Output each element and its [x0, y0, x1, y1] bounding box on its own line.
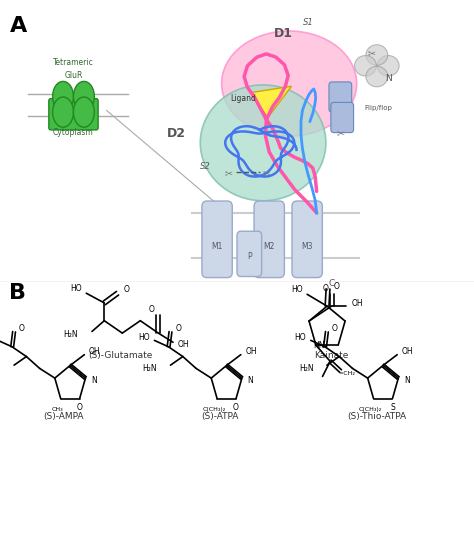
Ellipse shape — [73, 97, 94, 127]
Text: N: N — [247, 376, 253, 385]
Text: Ligand: Ligand — [230, 94, 256, 102]
Text: OH: OH — [402, 347, 413, 356]
Text: H₂N: H₂N — [299, 364, 314, 373]
Text: HN: HN — [313, 341, 325, 350]
Text: D1: D1 — [274, 27, 293, 40]
Ellipse shape — [366, 66, 388, 87]
Text: O: O — [149, 306, 155, 314]
Text: HO: HO — [70, 285, 82, 293]
Text: Cytoplasm: Cytoplasm — [53, 128, 94, 137]
Text: ✂: ✂ — [225, 169, 233, 178]
FancyBboxPatch shape — [49, 99, 98, 130]
Ellipse shape — [53, 81, 73, 112]
Text: H₂N: H₂N — [0, 364, 1, 373]
Text: OH: OH — [178, 340, 189, 349]
Ellipse shape — [377, 56, 399, 76]
Text: HO: HO — [294, 333, 306, 342]
Text: (S)-AMPA: (S)-AMPA — [44, 412, 84, 420]
Text: O: O — [77, 403, 82, 412]
Text: O: O — [18, 324, 25, 333]
Text: HO: HO — [291, 286, 302, 294]
Ellipse shape — [201, 85, 326, 201]
Text: O: O — [334, 282, 339, 291]
FancyBboxPatch shape — [254, 201, 284, 278]
Text: HO: HO — [138, 333, 150, 342]
Text: OH: OH — [89, 347, 100, 356]
FancyBboxPatch shape — [329, 82, 352, 112]
Ellipse shape — [355, 56, 376, 76]
Text: =CH₂: =CH₂ — [339, 371, 356, 376]
Text: S1: S1 — [303, 18, 314, 27]
FancyBboxPatch shape — [237, 231, 262, 277]
Text: A: A — [9, 16, 27, 36]
Text: B: B — [9, 283, 27, 303]
Text: M1: M1 — [211, 243, 223, 251]
Ellipse shape — [73, 81, 94, 112]
Text: O: O — [322, 284, 328, 293]
Text: Flip/flop: Flip/flop — [364, 105, 392, 111]
Text: ✂: ✂ — [262, 169, 271, 178]
Text: (S)-ATPA: (S)-ATPA — [202, 412, 239, 420]
Text: N: N — [91, 376, 97, 385]
Text: C(CH₃)₂: C(CH₃)₂ — [359, 407, 383, 412]
FancyBboxPatch shape — [292, 201, 322, 278]
Text: C: C — [328, 279, 335, 288]
Text: O: O — [331, 324, 337, 333]
Text: ✂: ✂ — [336, 129, 345, 139]
Text: C(CH₃)₂: C(CH₃)₂ — [202, 407, 226, 412]
Text: M3: M3 — [301, 243, 313, 251]
Text: H₂N: H₂N — [143, 364, 157, 373]
Text: OH: OH — [246, 347, 257, 356]
Text: ✂: ✂ — [368, 48, 376, 58]
Text: (S)-Glutamate: (S)-Glutamate — [89, 351, 153, 360]
FancyBboxPatch shape — [331, 102, 354, 133]
Text: S: S — [390, 403, 395, 412]
Text: N: N — [385, 74, 392, 84]
Text: Kainate: Kainate — [315, 351, 349, 360]
Ellipse shape — [366, 45, 388, 65]
Text: H₂N: H₂N — [63, 330, 78, 339]
Polygon shape — [250, 86, 292, 118]
Text: D2: D2 — [167, 127, 186, 140]
Text: (S)-Thio-ATPA: (S)-Thio-ATPA — [347, 412, 406, 420]
Text: OH: OH — [352, 299, 363, 308]
Text: GluR: GluR — [64, 71, 82, 80]
Text: O: O — [233, 403, 239, 412]
Text: M2: M2 — [264, 243, 275, 251]
Text: N: N — [404, 376, 410, 385]
Text: CH₃: CH₃ — [52, 407, 64, 412]
Ellipse shape — [221, 31, 356, 136]
Text: Tetrameric: Tetrameric — [53, 58, 94, 67]
Text: O: O — [175, 324, 181, 333]
Text: S2: S2 — [200, 162, 211, 170]
Ellipse shape — [53, 97, 73, 127]
Text: P: P — [247, 252, 252, 260]
Text: O: O — [123, 286, 129, 294]
FancyBboxPatch shape — [202, 201, 232, 278]
